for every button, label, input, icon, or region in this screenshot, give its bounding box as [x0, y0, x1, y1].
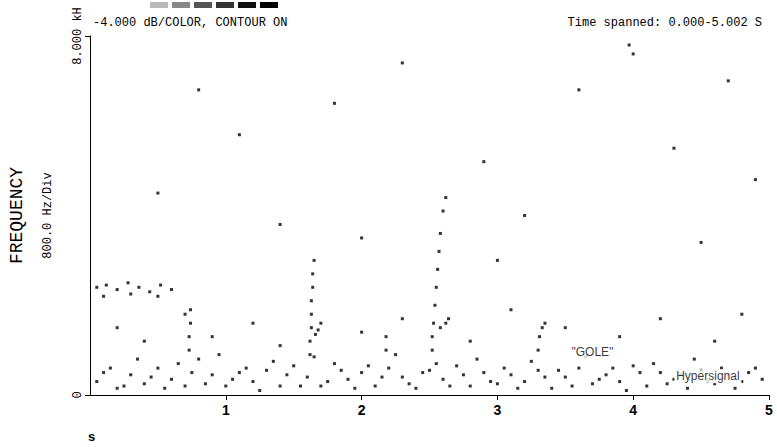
svg-text:2: 2 [358, 402, 366, 418]
svg-text:-4.000 dB/COLOR, CONTOUR ON: -4.000 dB/COLOR, CONTOUR ON [93, 16, 287, 30]
svg-text:5: 5 [765, 402, 773, 418]
svg-text:Time spanned: 0.000-5.002 S: Time spanned: 0.000-5.002 S [568, 16, 762, 30]
svg-text:1: 1 [222, 402, 230, 418]
svg-text:FREQUENCY: FREQUENCY [7, 167, 27, 264]
svg-text:0: 0 [71, 391, 85, 398]
svg-text:3: 3 [494, 402, 502, 418]
svg-text:800.0 Hz/Div: 800.0 Hz/Div [41, 172, 55, 258]
svg-text:"GOLE": "GOLE" [572, 345, 614, 359]
svg-text:8.000 kH: 8.000 kH [71, 7, 85, 65]
svg-text:s: s [88, 429, 95, 444]
svg-text:4: 4 [629, 402, 637, 418]
svg-text:Hypersignal: Hypersignal [676, 369, 739, 383]
